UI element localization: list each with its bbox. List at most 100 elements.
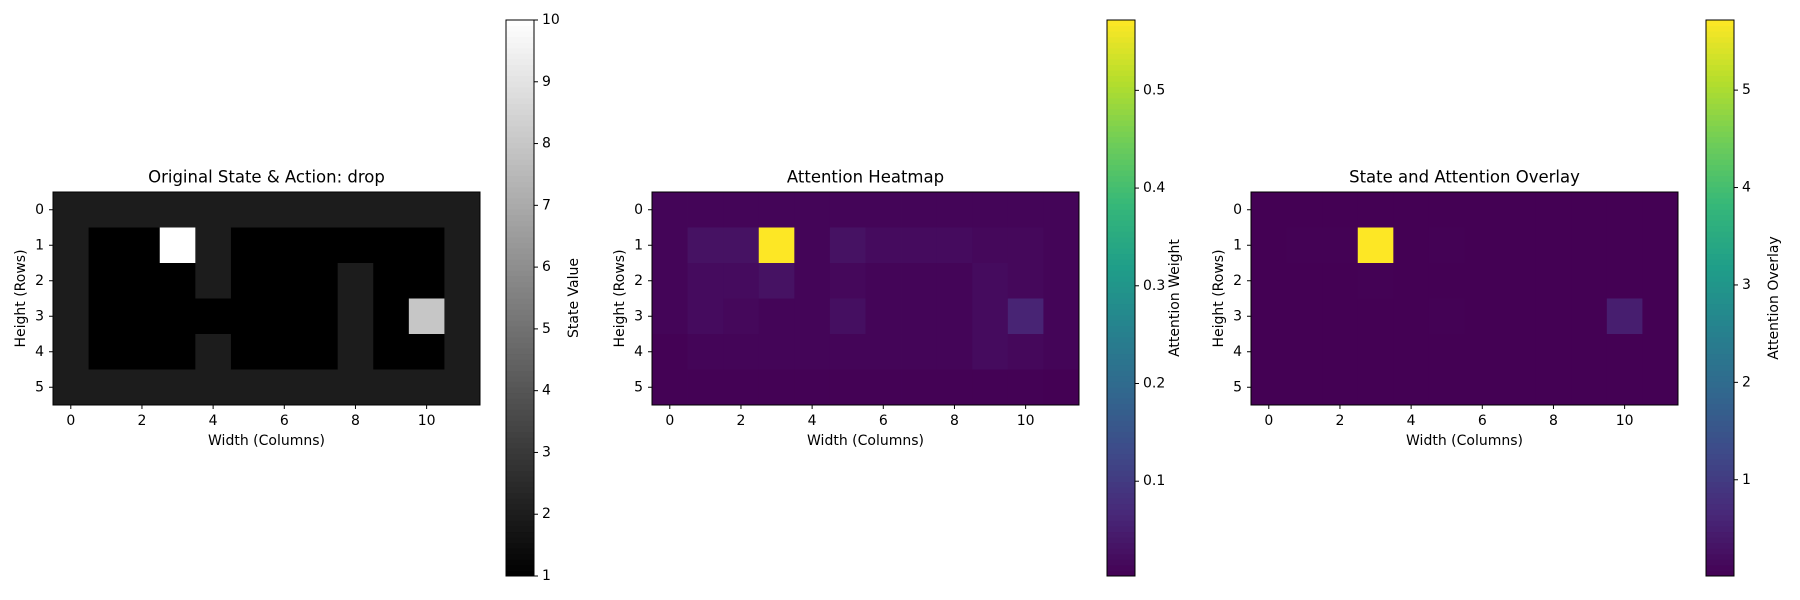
colorbar-segment: [506, 503, 534, 510]
heatmap-cell: [1464, 369, 1501, 406]
heatmap-cell: [266, 334, 303, 370]
heatmap-cell: [1571, 334, 1608, 370]
colorbar-segment: [1706, 498, 1734, 505]
heatmap-cell: [972, 263, 1009, 299]
heatmap-cell: [337, 334, 374, 370]
heatmap-cell: [266, 298, 303, 335]
colorbar-segment: [1107, 292, 1135, 299]
heatmap-cell: [230, 227, 267, 264]
heatmap-cell: [1535, 298, 1572, 335]
colorbar-segment: [506, 537, 534, 544]
heatmap-cell: [1500, 192, 1537, 228]
colorbar-segment: [1706, 120, 1734, 127]
colorbar-segment: [1706, 325, 1734, 332]
colorbar-segment: [1107, 36, 1135, 43]
heatmap-cell: [444, 263, 481, 299]
heatmap-cell: [53, 263, 89, 299]
heatmap-cell: [972, 334, 1009, 370]
colorbar-segment: [506, 53, 534, 60]
heatmap-cell: [865, 263, 902, 299]
heatmap-cell: [758, 334, 795, 370]
colorbar-segment: [1706, 159, 1734, 166]
heatmap-cell: [936, 369, 973, 406]
heatmap-cell: [1571, 263, 1608, 299]
colorbar-segment: [1706, 492, 1734, 499]
colorbar-segment: [1706, 475, 1734, 482]
colorbar-segment: [1706, 375, 1734, 382]
heatmap-cell: [1535, 192, 1572, 228]
heatmap-cell: [1571, 192, 1608, 228]
colorbar-segment: [506, 247, 534, 255]
heatmap-cell: [1251, 192, 1287, 228]
y-tick-label: 3: [1233, 308, 1242, 324]
colorbar-tick-label: 1: [542, 568, 551, 584]
colorbar-segment: [1706, 286, 1734, 293]
y-tick-label: 0: [634, 202, 643, 218]
heatmap-cell: [652, 298, 688, 335]
colorbar-segment: [506, 275, 534, 282]
heatmap-cell: [1535, 227, 1572, 264]
colorbar-segment: [1107, 259, 1135, 266]
colorbar-segment: [1107, 253, 1135, 260]
colorbar-segment: [1706, 142, 1734, 149]
colorbar-segment: [1107, 58, 1135, 65]
colorbar-segment: [506, 131, 534, 138]
x-axis-label: Width (Columns): [807, 433, 924, 449]
heatmap-cell: [972, 298, 1009, 335]
colorbar-segment: [1706, 131, 1734, 138]
heatmap-cell: [1428, 369, 1465, 406]
colorbar-segment: [1107, 475, 1135, 482]
heatmap-cell: [687, 369, 724, 406]
colorbar-segment: [1706, 192, 1734, 199]
y-tick-label: 4: [634, 344, 643, 360]
x-tick-label: 8: [351, 413, 360, 429]
colorbar-segment: [1107, 192, 1135, 199]
heatmap-cell: [1428, 192, 1465, 228]
colorbar-segment: [506, 214, 534, 221]
heatmap-cell: [159, 227, 196, 264]
heatmap-cell: [901, 369, 938, 406]
colorbar-segment: [1107, 236, 1135, 243]
colorbar-segment: [1107, 281, 1135, 288]
x-tick-label: 2: [1335, 413, 1344, 429]
chart-title: Attention Heatmap: [787, 168, 944, 187]
heatmap-cell: [302, 227, 339, 264]
colorbar-segment: [506, 314, 534, 321]
heatmap-cell: [1464, 227, 1501, 264]
colorbar-tick-label: 0.3: [1143, 278, 1165, 294]
heatmap-cell: [865, 227, 902, 264]
colorbar-tick-label: 3: [1742, 277, 1751, 293]
colorbar-segment: [506, 58, 534, 65]
x-tick-label: 6: [879, 413, 888, 429]
heatmap-cell: [794, 263, 831, 299]
heatmap-cell: [373, 263, 410, 299]
heatmap-cell: [972, 192, 1009, 228]
colorbar-segment: [1706, 531, 1734, 538]
colorbar-segment: [506, 437, 534, 444]
heatmap-cell: [1043, 263, 1080, 299]
colorbar-segment: [1706, 481, 1734, 488]
colorbar-segment: [506, 20, 534, 27]
colorbar-segment: [1706, 525, 1734, 533]
colorbar-segment: [506, 525, 534, 533]
heatmap-cell: [652, 192, 688, 228]
x-tick-label: 6: [1478, 413, 1487, 429]
x-axis-label: Width (Columns): [1406, 433, 1523, 449]
heatmap-cell: [1251, 227, 1287, 264]
colorbar-segment: [1706, 425, 1734, 432]
heatmap-cell: [723, 334, 760, 370]
colorbar-segment: [1107, 25, 1135, 32]
heatmap-cell: [758, 192, 795, 228]
colorbar-segment: [1706, 64, 1734, 71]
colorbar-segment: [1107, 47, 1135, 54]
colorbar-segment: [506, 298, 534, 305]
heatmap-cell: [88, 263, 125, 299]
heatmap-cell: [1393, 369, 1430, 406]
x-tick-label: 2: [736, 413, 745, 429]
heatmap-cell: [1642, 369, 1679, 406]
x-tick-label: 8: [950, 413, 959, 429]
colorbar-segment: [506, 442, 534, 449]
x-tick-label: 10: [1616, 413, 1634, 429]
colorbar-segment: [1107, 242, 1135, 249]
colorbar-segment: [506, 114, 534, 121]
